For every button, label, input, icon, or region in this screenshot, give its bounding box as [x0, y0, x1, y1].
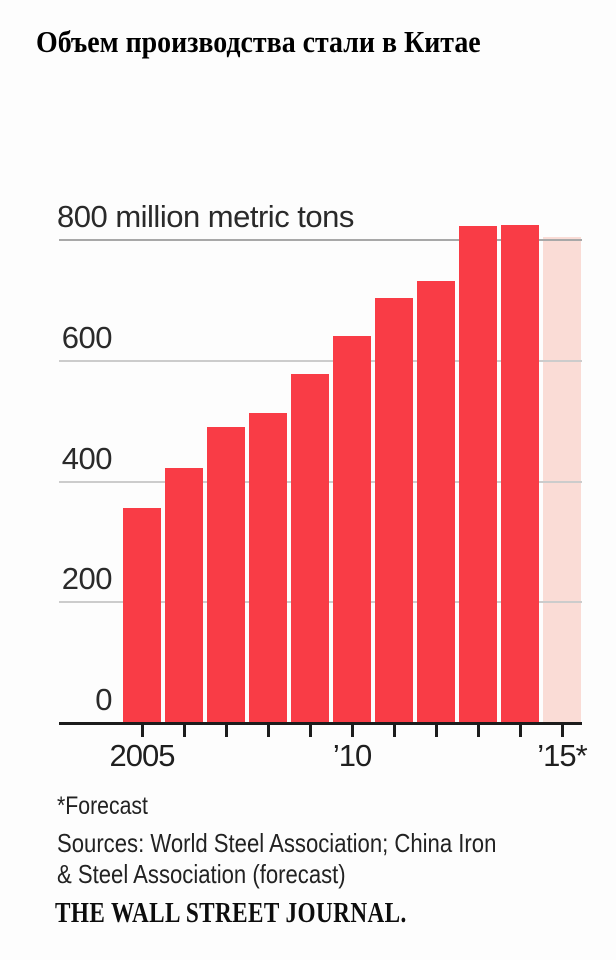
y-tick-label-400: 400 [61, 441, 113, 476]
bar-2006 [165, 468, 203, 722]
x-axis-tick-2007 [224, 725, 228, 737]
x-axis-tick-2013 [476, 725, 480, 737]
bar-2011 [375, 298, 413, 722]
sources-line-2: & Steel Association (forecast) [57, 859, 346, 889]
bar-2015-forecast [543, 237, 581, 722]
x-axis-tick-2015 [560, 725, 564, 737]
x-axis-tick-2005 [140, 725, 144, 737]
page-title: Объем производства стали в Китае [36, 24, 481, 59]
x-axis-line [59, 722, 582, 725]
x-axis-tick-2010 [350, 725, 354, 737]
gridline-600 [59, 360, 582, 362]
y-tick-label-600: 600 [61, 320, 113, 355]
x-tick-label-2005: 2005 [109, 738, 176, 773]
bar-2007 [207, 427, 245, 722]
y-tick-label-0: 0 [95, 682, 112, 717]
bar-2009 [291, 374, 329, 722]
x-tick-label-15: ’15* [537, 738, 587, 773]
x-axis-tick-2006 [182, 725, 186, 737]
x-axis-tick-2014 [518, 725, 522, 737]
footnote: *Forecast [57, 792, 148, 820]
credit-wsj: THE WALL STREET JOURNAL. [55, 897, 407, 929]
sources: Sources: World Steel Association; China … [57, 828, 496, 890]
x-axis-tick-2008 [266, 725, 270, 737]
x-axis-tick-2009 [308, 725, 312, 737]
bar-2010 [333, 336, 371, 722]
x-axis-tick-2011 [392, 725, 396, 737]
y-axis-unit-label: 800 million metric tons [57, 199, 354, 234]
bar-2013 [459, 226, 497, 722]
bar-2005 [123, 508, 161, 722]
bar-2012 [417, 281, 455, 722]
bar-2014 [501, 225, 539, 722]
gridline-800 [59, 239, 582, 241]
sources-line-1: Sources: World Steel Association; China … [57, 828, 497, 858]
x-axis-tick-2012 [434, 725, 438, 737]
y-tick-label-200: 200 [61, 561, 113, 596]
bar-2008 [249, 413, 287, 722]
x-tick-label-10: ’10 [332, 738, 372, 773]
